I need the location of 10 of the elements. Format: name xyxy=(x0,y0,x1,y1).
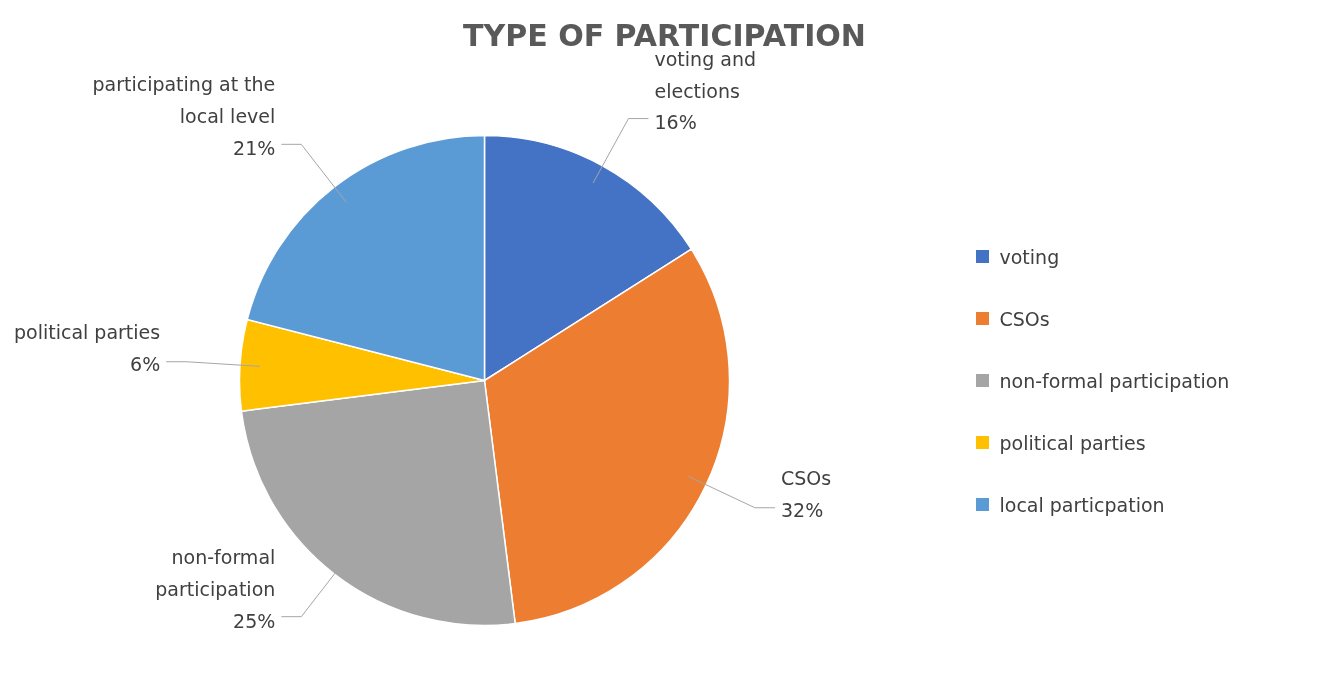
data-label: non-formal participation 25% xyxy=(155,545,276,632)
legend-label: political parties xyxy=(999,431,1146,454)
legend-label: non-formal participation xyxy=(999,369,1230,392)
data-label: voting and elections 16% xyxy=(654,47,756,134)
data-label: participating at the local level 21% xyxy=(92,73,276,160)
data-label: political parties 6% xyxy=(13,320,161,375)
legend-label: local particpation xyxy=(999,493,1165,516)
data-label: CSOs 32% xyxy=(780,466,832,521)
legend-label: voting xyxy=(999,245,1060,268)
legend-label: CSOs xyxy=(999,307,1050,330)
